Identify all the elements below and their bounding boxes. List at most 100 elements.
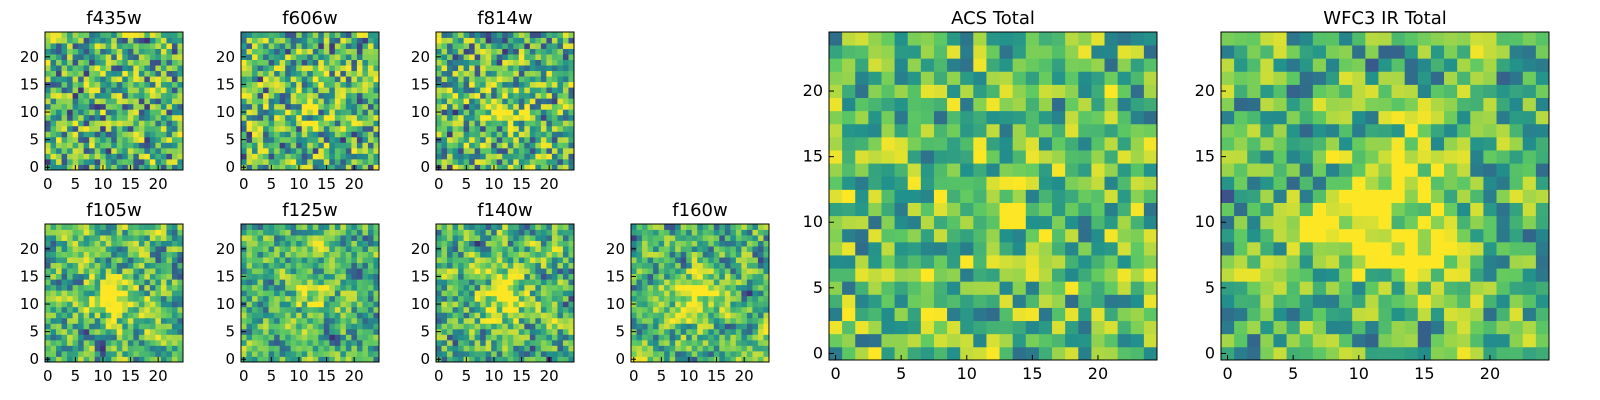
- heatmap-cell: [730, 334, 737, 341]
- heatmap-cell: [680, 262, 687, 269]
- heatmap-cell: [1104, 215, 1119, 230]
- heatmap-cell: [285, 59, 292, 66]
- heatmap-cell: [702, 240, 709, 247]
- heatmap-cell: [301, 312, 308, 319]
- heatmap-cell: [345, 114, 352, 121]
- heatmap-cell: [513, 251, 520, 258]
- heatmap-cell: [741, 306, 748, 313]
- heatmap-cell: [763, 328, 770, 335]
- heatmap-cell: [340, 323, 347, 330]
- heatmap-cell: [496, 295, 503, 302]
- heatmap-cell: [540, 328, 547, 335]
- heatmap-cell: [562, 323, 569, 330]
- heatmap-cell: [1104, 294, 1119, 308]
- heatmap-cell: [746, 257, 753, 264]
- heatmap-cell: [252, 43, 258, 49]
- heatmap-cell: [274, 306, 281, 313]
- heatmap-cell: [105, 147, 112, 154]
- heatmap-cell: [960, 136, 974, 151]
- heatmap-cell: [562, 301, 569, 308]
- heatmap-cell: [149, 54, 156, 60]
- heatmap-cell: [351, 142, 358, 149]
- heatmap-cell: [144, 328, 151, 335]
- heatmap-cell: [133, 290, 140, 297]
- heatmap-cell: [144, 268, 151, 275]
- heatmap-cell: [496, 251, 503, 258]
- heatmap-cell: [702, 268, 709, 275]
- heatmap-cell: [441, 125, 448, 132]
- heatmap-cell: [323, 251, 330, 258]
- heatmap-cell: [752, 312, 759, 319]
- heatmap-cell: [546, 312, 553, 319]
- heatmap-cell: [452, 147, 459, 154]
- heatmap-cell: [636, 301, 643, 308]
- heatmap-cell: [323, 87, 330, 94]
- heatmap-cell: [373, 273, 380, 280]
- heatmap-cell: [452, 142, 459, 149]
- heatmap-cell: [127, 224, 134, 230]
- heatmap-cell: [491, 229, 498, 236]
- heatmap-cell: [518, 240, 525, 247]
- heatmap-cell: [502, 43, 509, 49]
- heatmap-cell: [56, 257, 62, 264]
- heatmap-cell: [268, 306, 275, 313]
- heatmap-cell: [116, 125, 123, 132]
- heatmap-cell: [1130, 150, 1145, 164]
- heatmap-cell: [842, 241, 856, 256]
- heatmap-cell: [881, 176, 895, 190]
- heatmap-cell: [1091, 215, 1105, 230]
- heatmap-cell: [318, 37, 325, 44]
- heatmap-cell: [301, 131, 308, 138]
- heatmap-cell: [56, 125, 62, 132]
- heatmap-cell: [67, 345, 73, 352]
- heatmap-cell: [469, 306, 476, 313]
- heatmap-cell: [653, 246, 659, 252]
- heatmap-cell: [133, 98, 140, 105]
- heatmap-cell: [301, 339, 308, 346]
- heatmap-cell: [257, 306, 264, 313]
- heatmap-cell: [263, 92, 269, 99]
- heatmap-cell: [138, 103, 145, 110]
- heatmap-cell: [257, 81, 264, 88]
- heatmap-cell: [763, 339, 770, 346]
- heatmap-cell: [351, 323, 358, 330]
- heatmap-cell: [757, 306, 764, 313]
- heatmap-cell: [507, 240, 514, 247]
- heatmap-cell: [127, 295, 134, 302]
- heatmap-cell: [664, 279, 671, 286]
- heatmap-cell: [263, 339, 269, 346]
- heatmap-cell: [562, 345, 569, 352]
- heatmap-cell: [100, 279, 107, 286]
- heatmap-cell: [307, 114, 314, 121]
- heatmap-cell: [502, 164, 509, 171]
- heatmap-cell: [960, 320, 974, 335]
- heatmap-cell: [513, 246, 520, 252]
- heatmap-cell: [529, 328, 536, 335]
- heatmap-cell: [708, 224, 715, 230]
- heatmap-cell: [452, 37, 459, 44]
- heatmap-cell: [252, 37, 258, 44]
- x-tick-label: 20: [345, 367, 364, 385]
- heatmap-cell: [367, 98, 374, 105]
- heatmap-cell: [719, 257, 726, 264]
- heatmap-cell: [301, 32, 308, 38]
- heatmap-cell: [312, 246, 319, 252]
- heatmap-cell: [557, 251, 564, 258]
- heatmap-cell: [362, 295, 369, 302]
- heatmap-cell: [340, 229, 347, 236]
- heatmap-cell: [318, 356, 325, 363]
- heatmap-cell: [540, 48, 547, 55]
- heatmap-cell: [562, 114, 569, 121]
- heatmap-cell: [999, 123, 1014, 138]
- heatmap-cell: [105, 268, 112, 275]
- heatmap-cell: [524, 131, 531, 138]
- heatmap-cell: [529, 268, 536, 275]
- heatmap-cell: [252, 328, 258, 335]
- heatmap-cell: [166, 224, 173, 230]
- heatmap-cell: [356, 70, 363, 77]
- heatmap-cell: [290, 153, 297, 160]
- heatmap-cell: [757, 229, 764, 236]
- heatmap-cell: [160, 158, 167, 165]
- heatmap-cell: [680, 235, 687, 241]
- heatmap-cell: [546, 43, 553, 49]
